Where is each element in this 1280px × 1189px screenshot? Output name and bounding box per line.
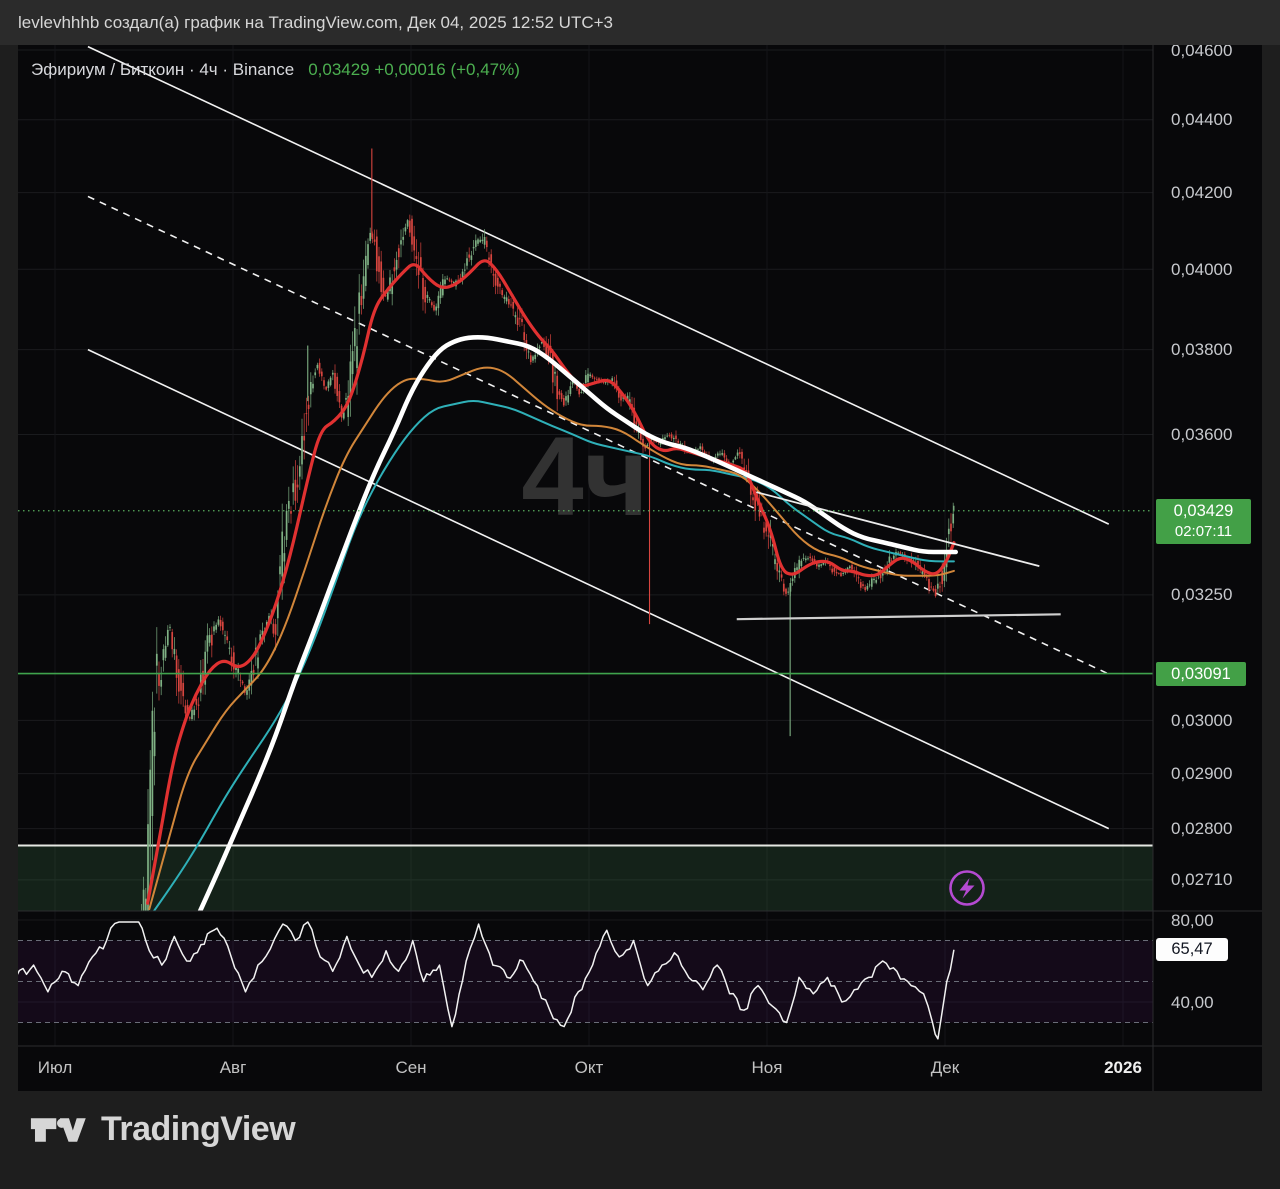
symbol-title: Эфириум / Биткоин · 4ч · Binance	[31, 60, 295, 79]
price-axis-label: 0,04600	[1171, 45, 1233, 60]
last-price-change: 0,03429 +0,00016 (+0,47%)	[308, 60, 520, 79]
rsi-axis-label: 80,00	[1171, 910, 1214, 930]
time-axis-label: Ноя	[751, 1058, 783, 1077]
attribution-bar: levlevhhhb создал(а) график на TradingVi…	[0, 0, 1280, 45]
price-axis[interactable]: 0,03429 02:07:11 0,03091 65,47 0,04600 0,…	[1153, 45, 1262, 1046]
time-axis-label: 2026	[1104, 1058, 1142, 1077]
time-axis[interactable]: Июл Авг Сен Окт Ноя Дек 2026	[18, 1046, 1153, 1091]
price-axis-label: 0,02800	[1171, 819, 1233, 839]
lightning-bolt-icon[interactable]	[949, 870, 985, 906]
level-price-badge: 0,03091	[1156, 661, 1246, 686]
price-axis-label: 0,03800	[1171, 340, 1233, 360]
price-axis-label: 0,03600	[1171, 424, 1233, 444]
current-price-badge: 0,03429 02:07:11	[1156, 499, 1251, 545]
price-axis-label: 0,04400	[1171, 110, 1233, 130]
price-axis-label: 0,02710	[1171, 870, 1233, 890]
time-axis-label: Окт	[574, 1058, 604, 1077]
time-axis-label: Июл	[37, 1058, 73, 1077]
price-axis-label: 0,04200	[1171, 183, 1233, 203]
tradingview-wordmark: TradingView	[101, 1110, 296, 1148]
time-axis-label: Авг	[219, 1058, 247, 1077]
interval-watermark: 4ч	[521, 414, 648, 539]
price-axis-label: 0,03250	[1171, 585, 1233, 605]
tradingview-logo[interactable]: TradingView	[30, 1110, 296, 1149]
time-axis-label: Сен	[395, 1058, 427, 1077]
chart-canvas[interactable]: 4ч	[18, 45, 1262, 1091]
current-price-value: 0,03429	[1173, 502, 1234, 521]
chart-legend[interactable]: Эфириум / Биткоин · 4ч · Binance 0,03429 …	[31, 60, 520, 80]
rsi-axis-label: 40,00	[1171, 992, 1214, 1012]
price-axis-label: 0,02900	[1171, 764, 1233, 784]
chart-widget[interactable]: 4ч Эфириум / Биткоин · 4ч · Binance 0,034…	[18, 45, 1262, 1091]
time-axis-label: Дек	[930, 1058, 960, 1077]
attribution-text: levlevhhhb создал(а) график на TradingVi…	[18, 13, 613, 32]
price-axis-label: 0,04000	[1171, 259, 1233, 279]
price-axis-label: 0,03000	[1171, 710, 1233, 730]
tradingview-logo-icon	[30, 1117, 86, 1142]
bar-countdown: 02:07:11	[1174, 523, 1233, 541]
rsi-value-badge: 65,47	[1156, 938, 1228, 962]
